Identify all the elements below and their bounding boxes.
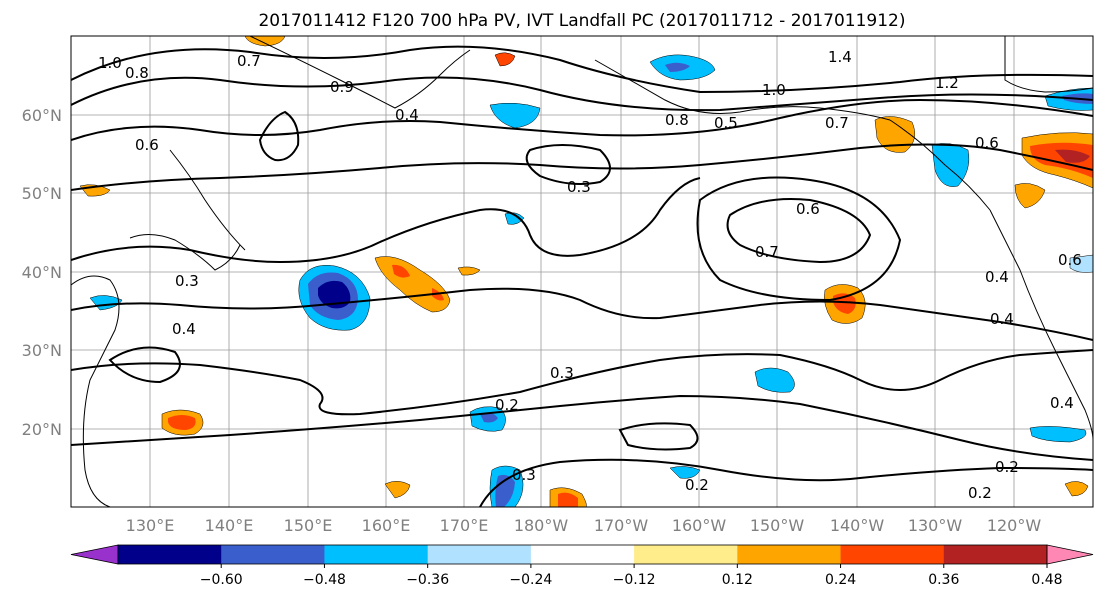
colorbar-segment [427,545,532,564]
map-title: 2017011412 F120 700 hPa PV, IVT Landfall… [258,11,905,31]
lon-label: 170°E [440,516,489,535]
colorbar-segment [221,545,325,564]
colorbar-tick-label: 0.48 [1031,572,1062,588]
contour-label: 0.4 [985,268,1009,286]
lon-label: 160°W [672,516,727,535]
colorbar: −0.60 −0.48 −0.36 −0.24 −0.12 0.12 0.24 0.36 0.4… [70,544,1094,588]
contour-label: 0.6 [975,134,999,152]
colorbar-segment [324,545,429,564]
map-panel: 1.0 0.8 0.7 0.6 0.9 0.4 1.4 1.2 1.0 0.8 … [70,35,1094,508]
lon-label: 120°W [987,516,1042,535]
lat-label: 40°N [22,263,62,282]
contour-label: 0.7 [825,114,849,132]
lat-label: 20°N [22,420,62,439]
contour-label: 1.0 [98,54,122,72]
contour-label: 0.4 [1050,394,1074,412]
lon-label: 150°E [284,516,333,535]
lon-label: 130°E [126,516,175,535]
contour-labels: 1.0 0.8 0.7 0.6 0.9 0.4 1.4 1.2 1.0 0.8 … [98,48,1082,502]
colorbar-tick-label: −0.60 [200,572,243,588]
lon-label: 180°W [514,516,569,535]
contour-label: 1.0 [762,81,786,99]
contour-label: 0.3 [550,364,574,382]
lon-labels: 130°E 140°E 150°E 160°E 170°E 180°W 170°… [126,516,1042,535]
contour-label: 0.4 [990,310,1014,328]
lon-label: 130°W [908,516,963,535]
colorbar-frame [117,544,1048,565]
lon-label: 170°W [594,516,649,535]
contour-label: 0.7 [237,52,261,70]
lon-label: 140°W [830,516,885,535]
contour-label: 0.6 [135,136,159,154]
colorbar-extend-high [1046,544,1094,565]
contour-label: 0.8 [665,111,689,129]
pv-contours [71,45,1093,507]
colorbar-segment [737,545,842,564]
lon-label: 160°E [362,516,411,535]
map-frame [70,35,1094,508]
colorbar-segment [840,545,945,564]
colorbar-tick-label: −0.24 [509,572,552,588]
contour-label: 0.2 [685,476,709,494]
colorbar-tick-label: −0.12 [613,572,656,588]
contour-label: 0.2 [968,484,992,502]
colorbar-segment [530,545,635,564]
contour-label: 0.3 [567,178,591,196]
colorbar-segment [943,545,1048,564]
contour-label: 0.2 [495,396,519,414]
contour-label: 0.8 [125,64,149,82]
contour-label: 0.3 [175,272,199,290]
lat-labels: 60°N 50°N 40°N 30°N 20°N [22,106,62,439]
lat-label: 50°N [22,184,62,203]
colorbar-segment [634,545,738,564]
lon-label: 140°E [205,516,254,535]
contour-label: 0.9 [330,78,354,96]
contour-label: 0.6 [796,200,820,218]
colorbar-tick-label: 0.12 [722,572,753,588]
lat-label: 30°N [22,341,62,360]
colorbar-tick-label: −0.36 [406,572,449,588]
lat-label: 60°N [22,106,62,125]
colorbar-tick-label: −0.48 [303,572,346,588]
contour-label: 0.7 [755,243,779,261]
colorbar-segment [118,545,222,564]
contour-label: 0.6 [1058,251,1082,269]
colorbar-extend-low [70,544,119,565]
contour-label: 0.5 [714,114,738,132]
contour-label: 1.2 [935,74,959,92]
contour-label: 0.4 [395,106,419,124]
colorbar-tick-label: 0.36 [928,572,959,588]
contour-label: 1.4 [828,48,852,66]
ivt-shading [79,36,1093,507]
colorbar-tick-label: 0.24 [825,572,856,588]
contour-label: 0.3 [512,466,536,484]
map-background [71,36,1093,507]
contour-label: 0.4 [172,320,196,338]
contour-label: 0.2 [995,458,1019,476]
coastlines [71,36,1093,507]
lon-label: 150°W [750,516,805,535]
